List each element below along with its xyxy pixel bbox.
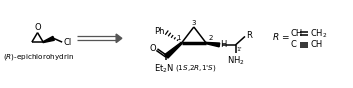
Polygon shape (116, 34, 122, 43)
Text: CH: CH (291, 29, 303, 38)
Text: 1: 1 (176, 35, 181, 41)
Text: Ph: Ph (154, 27, 164, 36)
Text: O: O (34, 23, 41, 32)
Text: CH$_2$: CH$_2$ (310, 27, 328, 40)
Text: NH$_2$: NH$_2$ (227, 54, 244, 67)
Text: 1': 1' (237, 47, 242, 52)
Polygon shape (43, 36, 54, 43)
Text: O: O (149, 44, 156, 53)
Text: C: C (291, 40, 297, 49)
Text: H: H (220, 40, 227, 49)
Text: $\it{R}$ =: $\it{R}$ = (271, 31, 289, 42)
Text: CH: CH (310, 40, 323, 49)
Text: Cl: Cl (63, 38, 71, 47)
Text: R: R (246, 31, 252, 40)
Text: (1$\it{S}$,2$\it{R}$,1'$\it{S}$): (1$\it{S}$,2$\it{R}$,1'$\it{S}$) (175, 63, 217, 73)
Text: ($\it{R}$)-epichlorohydrin: ($\it{R}$)-epichlorohydrin (3, 52, 74, 62)
Text: Et$_2$N: Et$_2$N (154, 63, 174, 75)
Text: 3: 3 (192, 20, 196, 26)
Polygon shape (165, 43, 182, 58)
Polygon shape (206, 42, 220, 47)
Text: 2: 2 (208, 35, 213, 41)
